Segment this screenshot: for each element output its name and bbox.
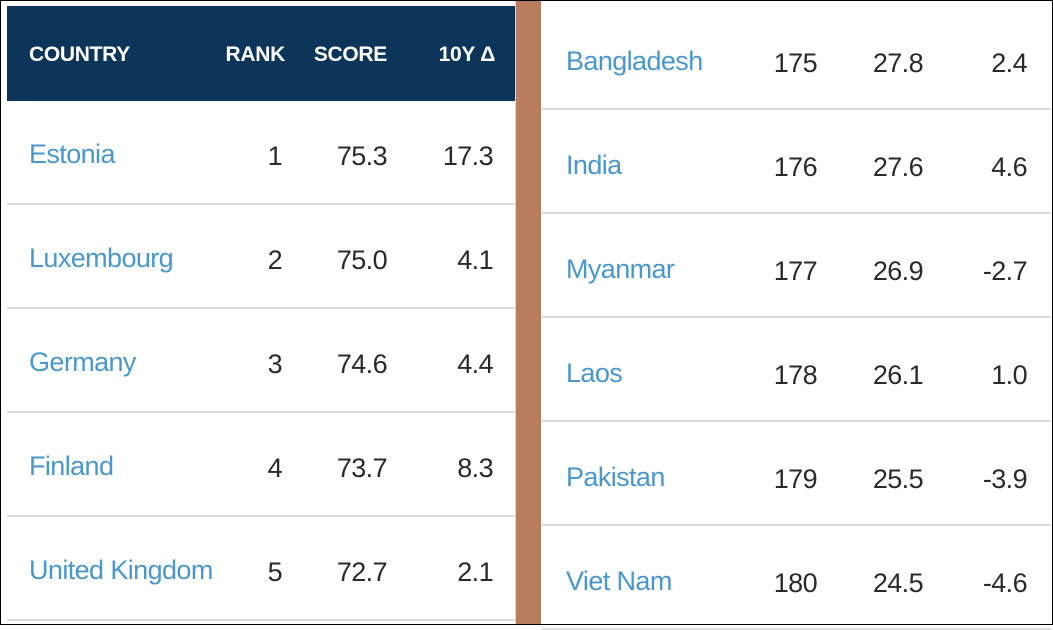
table-row: Laos 178 26.1 1.0	[542, 318, 1051, 422]
country-link[interactable]: Myanmar	[566, 254, 675, 284]
table-panel-right: Bangladesh 175 27.8 2.4 India 176 27.6 4.6 Myanm…	[542, 1, 1051, 630]
score-cell: 75.3	[336, 141, 388, 171]
rank-cell: 3	[267, 349, 283, 379]
country-link[interactable]: Viet Nam	[566, 566, 672, 596]
score-cell: 25.5	[872, 464, 924, 494]
rank-cell: 2	[267, 245, 283, 275]
rank-cell: 176	[773, 152, 818, 182]
rank-cell: 178	[773, 360, 818, 390]
country-link[interactable]: Germany	[29, 347, 136, 377]
table-row: India 176 27.6 4.6	[542, 110, 1051, 214]
rank-cell: 180	[773, 568, 818, 598]
table-header: COUNTRY RANK SCORE 10Y Δ	[7, 6, 515, 101]
table-row: United Kingdom 5 72.7 2.1	[7, 517, 515, 621]
table-row: Finland 4 73.7 8.3	[7, 413, 515, 517]
country-link[interactable]: Estonia	[29, 139, 115, 169]
score-cell: 26.1	[872, 360, 924, 390]
header-score: SCORE	[313, 43, 387, 66]
score-cell: 75.0	[336, 245, 388, 275]
score-cell: 27.8	[872, 48, 924, 78]
header-rank: RANK	[225, 43, 286, 66]
score-cell: 73.7	[336, 453, 388, 483]
rank-cell: 175	[773, 48, 818, 78]
delta-cell: 2.4	[991, 48, 1027, 78]
delta-cell: -2.7	[982, 256, 1028, 286]
score-cell: 26.9	[872, 256, 924, 286]
table-row: Myanmar 177 26.9 -2.7	[542, 214, 1051, 318]
delta-cell: 17.3	[442, 141, 494, 171]
delta-cell: 4.4	[457, 349, 493, 379]
table-row: Estonia 1 75.3 17.3	[7, 101, 515, 205]
table-row: Germany 3 74.6 4.4	[7, 309, 515, 413]
score-cell: 72.7	[336, 557, 388, 587]
score-cell: 27.6	[872, 152, 924, 182]
rank-cell: 177	[773, 256, 818, 286]
score-cell: 74.6	[336, 349, 388, 379]
table-row: Luxembourg 2 75.0 4.1	[7, 205, 515, 309]
delta-cell: -4.6	[982, 568, 1028, 598]
table-row: Pakistan 179 25.5 -3.9	[542, 422, 1051, 526]
country-link[interactable]: United Kingdom	[29, 555, 213, 585]
table-row: Bangladesh 175 27.8 2.4	[542, 6, 1051, 110]
delta-cell: 1.0	[991, 360, 1027, 390]
score-cell: 24.5	[872, 568, 924, 598]
table-panel-left: COUNTRY RANK SCORE 10Y Δ Estonia 1 75.3 17.…	[7, 1, 516, 624]
rank-cell: 179	[773, 464, 818, 494]
country-link[interactable]: Bangladesh	[566, 46, 703, 76]
delta-cell: 8.3	[457, 453, 493, 483]
rank-cell: 1	[267, 141, 283, 171]
delta-cell: 4.1	[457, 245, 493, 275]
delta-cell: 2.1	[457, 557, 493, 587]
country-link[interactable]: Luxembourg	[29, 243, 174, 273]
country-link[interactable]: Finland	[29, 451, 114, 481]
panel-divider	[516, 1, 541, 624]
rank-cell: 4	[267, 453, 283, 483]
country-link[interactable]: Pakistan	[566, 462, 665, 492]
header-country: COUNTRY	[29, 43, 130, 66]
delta-cell: 4.6	[991, 152, 1027, 182]
country-link[interactable]: Laos	[566, 358, 623, 388]
country-link[interactable]: India	[566, 150, 622, 180]
rank-cell: 5	[267, 557, 283, 587]
header-10y-delta: 10Y Δ	[438, 43, 496, 66]
table-row: Viet Nam 180 24.5 -4.6	[542, 526, 1051, 630]
delta-cell: -3.9	[982, 464, 1028, 494]
